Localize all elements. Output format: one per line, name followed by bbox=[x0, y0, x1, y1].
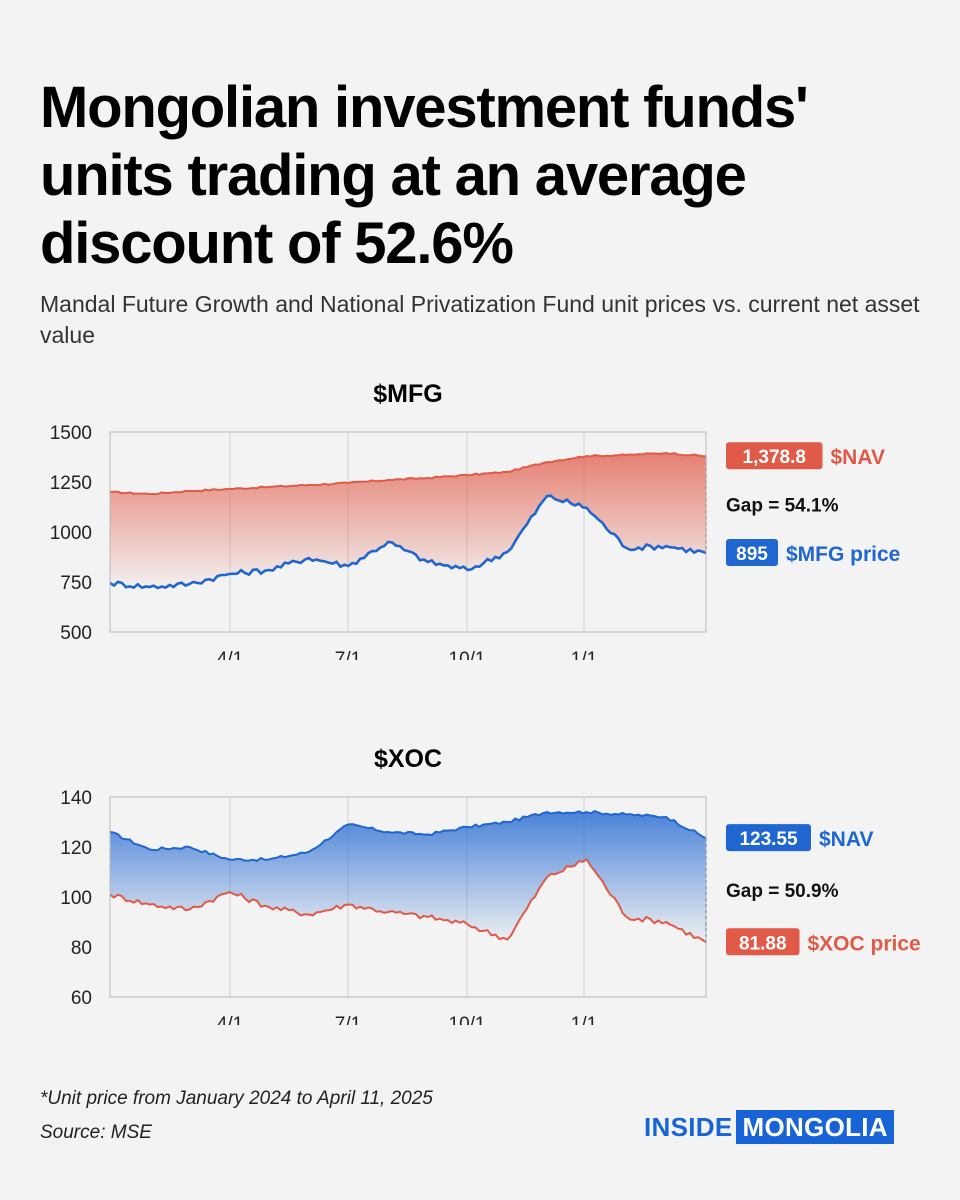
xoc-price-label: $XOC price bbox=[808, 932, 921, 955]
mfg-y-tick-label: 1000 bbox=[50, 523, 92, 544]
mfg-gap-area bbox=[110, 453, 706, 588]
mfg-nav-value-badge bbox=[726, 442, 823, 470]
mfg-x-tick-label: 7/1 bbox=[335, 649, 361, 660]
mfg-x-tick-label: 1/1 bbox=[571, 649, 597, 660]
mfg-y-tick-label: 750 bbox=[60, 573, 92, 594]
xoc-gap-label: Gap = 50.9% bbox=[726, 881, 839, 902]
logo-part-mongolia: MONGOLIA bbox=[736, 1110, 894, 1144]
xoc-y-tick-label: 80 bbox=[71, 938, 92, 959]
mfg-chart: 1500 1250 1000 750 500 4/1 7/1 10/1 1/1 1,378.8… bbox=[50, 423, 901, 660]
mfg-price-value: 895 bbox=[736, 544, 768, 565]
mfg-price-line bbox=[109, 494, 707, 590]
page-title: Mongolian investment funds' units tradin… bbox=[40, 75, 809, 276]
xoc-gap-area bbox=[110, 811, 706, 943]
mfg-gap-label: Gap = 54.1% bbox=[726, 496, 839, 517]
xoc-y-tick-label: 100 bbox=[60, 888, 92, 909]
footnote: *Unit price from January 2024 to April 1… bbox=[40, 1088, 433, 1109]
xoc-y-tick-label: 140 bbox=[60, 788, 92, 809]
xoc-y-tick-label: 120 bbox=[60, 838, 92, 859]
mfg-nav-line bbox=[109, 451, 707, 496]
mfg-chart-title: $MFG bbox=[373, 380, 443, 408]
xoc-nav-value: 123.55 bbox=[739, 829, 798, 850]
mfg-nav-label: $NAV bbox=[831, 446, 885, 469]
source-note: Source: MSE bbox=[40, 1122, 152, 1143]
mfg-y-tick-label: 1500 bbox=[50, 423, 92, 444]
xoc-nav-label: $NAV bbox=[819, 828, 873, 851]
mfg-nav-value: 1,378.8 bbox=[743, 447, 806, 468]
xoc-x-tick-label: 7/1 bbox=[335, 1014, 361, 1025]
xoc-x-tick-label: 10/1 bbox=[449, 1014, 486, 1025]
mfg-x-tick-label: 10/1 bbox=[449, 649, 486, 660]
mfg-y-tick-label: 1250 bbox=[50, 473, 92, 494]
xoc-chart-title: $XOC bbox=[373, 745, 443, 773]
xoc-price-line bbox=[109, 858, 707, 944]
page-subtitle: Mandal Future Growth and National Privat… bbox=[40, 291, 920, 348]
xoc-y-tick-label: 60 bbox=[71, 988, 92, 1009]
xoc-price-value: 81.88 bbox=[739, 933, 787, 954]
mfg-price-value-badge bbox=[726, 539, 778, 566]
logo-part-inside: INSIDE bbox=[644, 1112, 733, 1142]
mfg-price-label: $MFG price bbox=[786, 543, 900, 566]
mfg-y-tick-label: 500 bbox=[60, 623, 92, 644]
inside-mongolia-logo: INSIDE MONGOLIA bbox=[644, 1110, 894, 1144]
xoc-nav-value-badge bbox=[726, 824, 811, 852]
xoc-x-tick-label: 4/1 bbox=[217, 1014, 243, 1025]
xoc-x-tick-label: 1/1 bbox=[571, 1014, 597, 1025]
xoc-price-value-badge bbox=[726, 928, 800, 956]
mfg-x-tick-label: 4/1 bbox=[217, 649, 243, 660]
xoc-nav-line bbox=[109, 810, 707, 862]
